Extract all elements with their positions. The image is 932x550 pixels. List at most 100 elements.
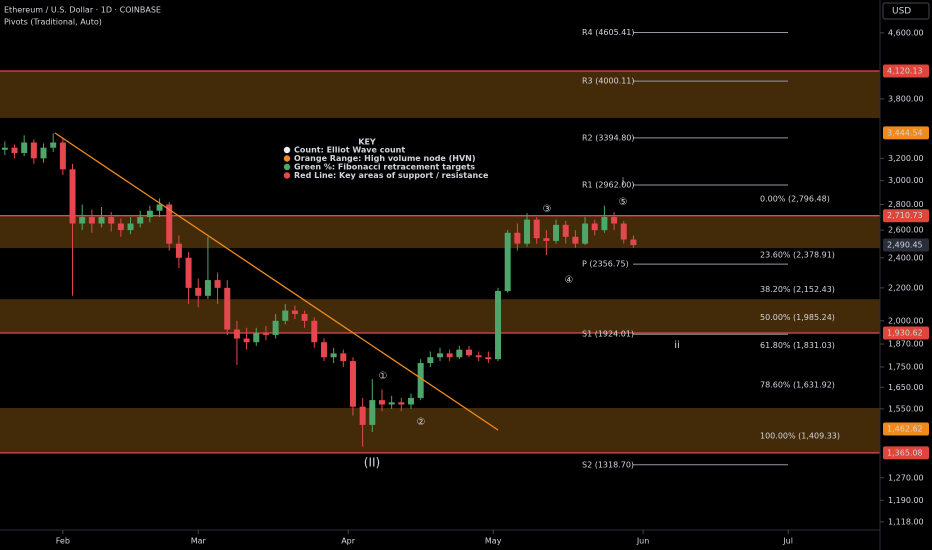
candle-body <box>40 147 47 159</box>
fib-label: 61.80% (1,831.03) <box>760 341 835 350</box>
pivot-label: S2 (1318.70) <box>582 460 634 469</box>
candle-body <box>30 142 37 159</box>
price-label-box <box>883 209 929 223</box>
y-tick-label: 3,200.00 <box>888 154 924 163</box>
candle-body <box>456 349 463 358</box>
currency[interactable]: USD <box>892 7 911 17</box>
price-label: 2,490.45 <box>887 240 923 249</box>
candle-body <box>437 353 443 358</box>
plot <box>1 133 637 447</box>
candle-body <box>620 223 627 240</box>
key-item: Orange Range: High volume node (HVN) <box>294 154 476 163</box>
fib-label: 100.00% (1,409.33) <box>760 431 840 440</box>
candle-body <box>475 355 482 358</box>
y-tick-label: 3,000.00 <box>888 176 924 185</box>
y-tick-label: 4,600.00 <box>888 28 924 37</box>
x-tick-label: Apr <box>341 537 356 546</box>
candle-body <box>117 223 124 231</box>
candle-body <box>504 232 511 292</box>
price-label: 3,444.54 <box>887 128 923 137</box>
price-axis <box>880 0 932 550</box>
wave-label: ④ <box>565 275 574 286</box>
y-tick-label: 2,800.00 <box>888 200 924 209</box>
y-tick-label: 1,118.00 <box>888 517 924 526</box>
candle-body <box>446 353 453 358</box>
candle-body <box>601 217 608 231</box>
price-label-box <box>883 326 929 340</box>
price-label: 1,930.62 <box>887 329 923 338</box>
candle-body <box>330 353 337 358</box>
candle-body <box>108 217 115 224</box>
candle-body <box>562 224 569 237</box>
candle-body <box>175 243 182 258</box>
candle-body <box>485 357 492 360</box>
candle-body <box>214 280 221 288</box>
hvn-zone <box>0 299 880 334</box>
y-tick-label: 1,750.00 <box>888 362 924 371</box>
candle-body <box>572 236 579 244</box>
candle-body <box>466 349 473 356</box>
candle-body <box>582 223 589 244</box>
y-tick-label: 2,600.00 <box>888 226 924 235</box>
candle-body <box>311 320 318 343</box>
y-tick-label: 2,400.00 <box>888 253 924 262</box>
hvn-zone <box>0 215 880 249</box>
candle-body <box>349 361 356 407</box>
chart-title: Ethereum / U.S. Dollar · 1D · COINBASE <box>4 6 161 15</box>
candle-body <box>224 287 231 330</box>
candle-body <box>1 147 8 150</box>
candle-body <box>417 363 424 398</box>
y-tick-label: 1,190.00 <box>888 496 924 505</box>
y-tick-label: 1,650.00 <box>888 383 924 392</box>
pivot-label: R1 (2962.00) <box>582 181 635 190</box>
candle-body <box>127 223 134 231</box>
candle-body <box>185 257 192 288</box>
axis: 4,600.00 3,800.00 3,200.00 3,000.00 2,800.00… <box>56 28 929 546</box>
currency-box[interactable] <box>882 2 930 20</box>
trendline <box>54 132 499 431</box>
fib-label: 23.60% (2,378.91) <box>760 250 835 259</box>
candle-body <box>369 400 376 425</box>
wave-label: ② <box>417 417 426 428</box>
candle-body <box>514 232 521 244</box>
y-tick-label: 1,550.00 <box>888 404 924 413</box>
wave-label: ③ <box>543 204 552 215</box>
candle-body <box>262 333 269 335</box>
candle-body <box>378 400 385 405</box>
x-tick-label: Jul <box>782 537 793 546</box>
pivot-label: R2 (3394.80) <box>582 133 635 142</box>
key-item: Green %: Fibonacci retracement targets <box>294 163 475 172</box>
fib-label: 78.60% (1,631.92) <box>760 381 835 390</box>
y-tick-label: 2,200.00 <box>888 283 924 292</box>
candle-body <box>427 357 434 364</box>
fib-label: 0.00% (2,796.48) <box>760 194 830 203</box>
candle-body <box>398 402 405 405</box>
chart-subtitle: Pivots (Traditional, Auto) <box>4 18 102 27</box>
wave-label: ① <box>379 371 388 382</box>
candle-body <box>611 217 618 224</box>
pivot-label: P (2356.75) <box>582 260 629 269</box>
candle-body <box>166 204 173 244</box>
candle-body <box>137 217 144 224</box>
candle-body <box>591 223 598 231</box>
price-label-box <box>883 238 929 252</box>
price-label: 4,120.13 <box>887 66 923 75</box>
candle-body <box>407 397 414 405</box>
fib-label: 38.20% (2,152.43) <box>760 285 835 294</box>
price-label-box <box>883 446 929 460</box>
candle-body <box>272 320 279 335</box>
candle-body <box>243 338 250 343</box>
candle-body <box>553 224 560 241</box>
candle-body <box>156 204 163 211</box>
pivot-label: S1 (1924.01) <box>582 330 634 339</box>
wave-label: ii <box>674 340 680 351</box>
pivot-label: R4 (4605.41) <box>582 28 635 37</box>
candle-body <box>195 287 202 296</box>
key-item: Count: Elliot Wave count <box>294 146 405 155</box>
candle-body <box>146 210 153 218</box>
key-dot <box>283 172 291 179</box>
price-label-box <box>883 64 929 78</box>
wave-label: i <box>622 177 625 188</box>
